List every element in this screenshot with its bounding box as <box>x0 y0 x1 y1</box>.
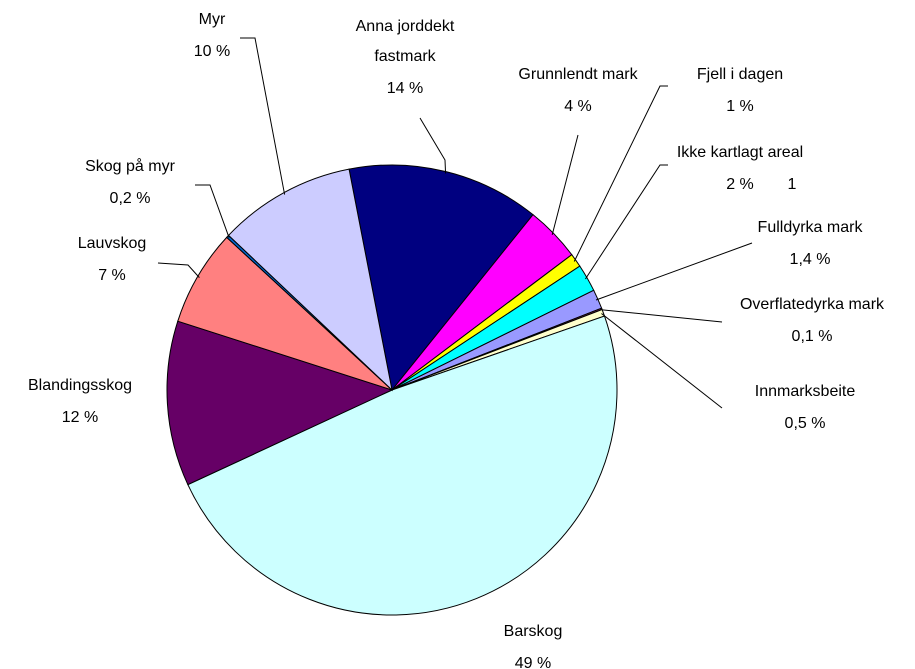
slice-label: Lauvskog <box>77 235 147 252</box>
leader-line <box>419 117 447 174</box>
value-label: 12 % <box>61 409 99 426</box>
value-label: 0,1 % <box>791 328 833 345</box>
slice-label: Grunnlendt mark <box>518 66 638 83</box>
annotation: 1 <box>787 176 797 193</box>
slice-label: Barskog <box>503 623 563 640</box>
pie-slice <box>187 315 618 616</box>
value-label: 10 % <box>193 43 231 60</box>
slice-label: Ikke kartlagt areal <box>676 144 804 161</box>
value-label: 2 % <box>726 176 754 193</box>
leader-line <box>599 309 723 323</box>
value-label: 49 % <box>514 655 552 669</box>
value-label: 0,5 % <box>784 415 826 432</box>
leader-line <box>601 313 723 409</box>
leader-line <box>573 85 668 262</box>
slice-label: Anna jorddekt fastmark <box>355 18 455 65</box>
slice-label: Blandingsskog <box>27 377 133 394</box>
slice-label: Overflatedyrka mark <box>739 296 885 313</box>
pie-slice <box>227 168 393 392</box>
value-label: 4 % <box>564 98 592 115</box>
value-label: 0,2 % <box>109 190 151 207</box>
value-label: 1 % <box>726 98 754 115</box>
value-label: 1,4 % <box>789 251 831 268</box>
leader-line <box>240 37 286 195</box>
slice-label: Myr <box>198 11 226 28</box>
value-label: 14 % <box>386 80 424 97</box>
leader-line <box>595 242 753 301</box>
slice-label: Skog på myr <box>85 158 175 175</box>
pie-slice <box>166 320 394 486</box>
slice-label: Innmarksbeite <box>754 383 856 400</box>
leader-line <box>584 164 668 280</box>
leader-line <box>195 184 230 238</box>
leader-line <box>551 134 579 235</box>
slice-label: Fulldyrka mark <box>757 219 863 236</box>
slice-label: Fjell i dagen <box>696 66 784 83</box>
value-label: 7 % <box>98 267 126 284</box>
leader-line <box>157 262 200 278</box>
pie-slice <box>348 164 534 392</box>
